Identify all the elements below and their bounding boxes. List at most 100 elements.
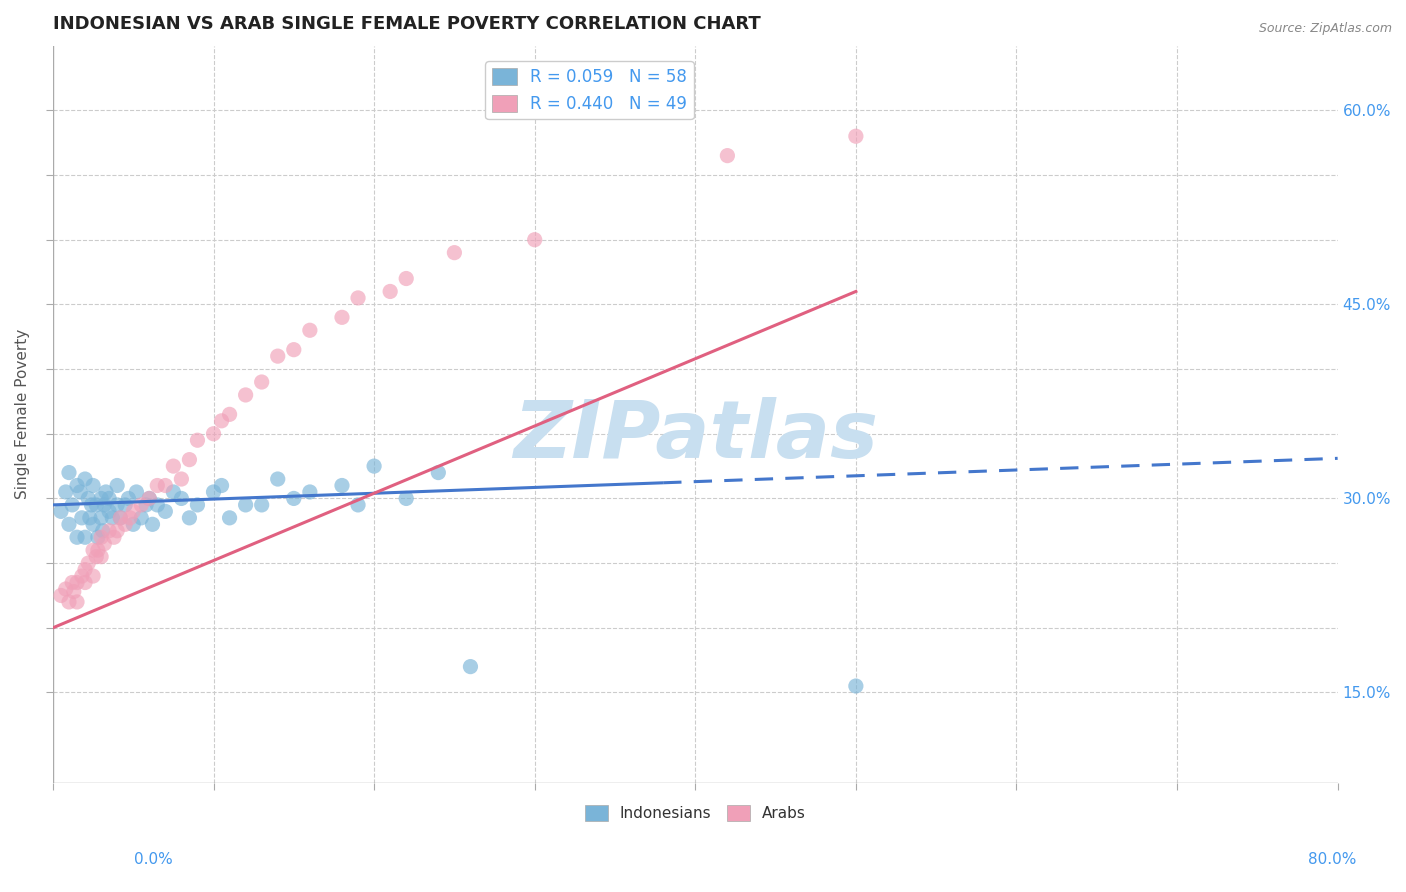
Point <box>267 349 290 363</box>
Point <box>77 491 100 506</box>
Point <box>103 530 125 544</box>
Point <box>60 498 83 512</box>
Point <box>298 485 321 500</box>
Point <box>79 511 101 525</box>
Point <box>60 575 83 590</box>
Point <box>87 530 110 544</box>
Point <box>235 498 257 512</box>
Point <box>395 271 418 285</box>
Point <box>845 129 868 144</box>
Point <box>66 595 89 609</box>
Point <box>283 343 305 357</box>
Point <box>105 498 128 512</box>
Point <box>58 595 80 609</box>
Point <box>125 485 148 500</box>
Point <box>66 478 89 492</box>
Point <box>110 511 132 525</box>
Y-axis label: Single Female Poverty: Single Female Poverty <box>15 329 30 500</box>
Point <box>70 511 93 525</box>
Point <box>211 414 233 428</box>
Point <box>118 511 141 525</box>
Point <box>155 504 177 518</box>
Point <box>90 549 112 564</box>
Point <box>363 459 385 474</box>
Point <box>73 472 96 486</box>
Point <box>146 498 169 512</box>
Point <box>77 556 100 570</box>
Point <box>62 584 84 599</box>
Point <box>179 452 201 467</box>
Point <box>211 478 233 492</box>
Point <box>347 291 370 305</box>
Point <box>117 491 139 506</box>
Point <box>298 323 321 337</box>
Point <box>82 517 104 532</box>
Point <box>94 485 117 500</box>
Point <box>93 498 115 512</box>
Point <box>105 478 128 492</box>
Text: 0.0%: 0.0% <box>134 852 173 867</box>
Point <box>82 478 104 492</box>
Point <box>90 511 112 525</box>
Point <box>98 504 121 518</box>
Point <box>93 537 115 551</box>
Point <box>141 517 163 532</box>
Point <box>70 569 93 583</box>
Point <box>122 504 145 518</box>
Point <box>347 498 370 512</box>
Point <box>845 679 868 693</box>
Point <box>105 524 128 538</box>
Point <box>250 375 273 389</box>
Point <box>170 472 193 486</box>
Point <box>66 530 89 544</box>
Point <box>283 491 305 506</box>
Point <box>129 498 152 512</box>
Point <box>87 543 110 558</box>
Point <box>186 434 208 448</box>
Point <box>58 466 80 480</box>
Point <box>716 148 738 162</box>
Point <box>250 498 273 512</box>
Point <box>73 575 96 590</box>
Point <box>460 659 482 673</box>
Point <box>202 485 225 500</box>
Point <box>110 511 132 525</box>
Point <box>58 517 80 532</box>
Point <box>55 582 77 596</box>
Point <box>235 388 257 402</box>
Point <box>218 408 240 422</box>
Point <box>80 498 103 512</box>
Point <box>98 491 121 506</box>
Point <box>90 530 112 544</box>
Text: INDONESIAN VS ARAB SINGLE FEMALE POVERTY CORRELATION CHART: INDONESIAN VS ARAB SINGLE FEMALE POVERTY… <box>53 15 761 33</box>
Point <box>55 485 77 500</box>
Point <box>138 491 160 506</box>
Text: 80.0%: 80.0% <box>1309 852 1357 867</box>
Point <box>91 524 114 538</box>
Text: ZIPatlas: ZIPatlas <box>513 398 877 475</box>
Point <box>378 285 401 299</box>
Point <box>101 511 124 525</box>
Point <box>122 517 145 532</box>
Point <box>90 491 112 506</box>
Point <box>170 491 193 506</box>
Point <box>186 498 208 512</box>
Point <box>66 575 89 590</box>
Legend: Indonesians, Arabs: Indonesians, Arabs <box>579 799 811 827</box>
Point <box>49 589 72 603</box>
Point <box>73 530 96 544</box>
Point <box>267 472 290 486</box>
Point <box>138 491 160 506</box>
Point <box>330 310 353 325</box>
Point <box>162 485 184 500</box>
Point <box>523 233 546 247</box>
Point <box>395 491 418 506</box>
Point <box>427 466 450 480</box>
Point <box>146 478 169 492</box>
Point <box>82 543 104 558</box>
Point <box>330 478 353 492</box>
Text: Source: ZipAtlas.com: Source: ZipAtlas.com <box>1258 22 1392 36</box>
Point <box>84 498 107 512</box>
Point <box>49 504 72 518</box>
Point <box>179 511 201 525</box>
